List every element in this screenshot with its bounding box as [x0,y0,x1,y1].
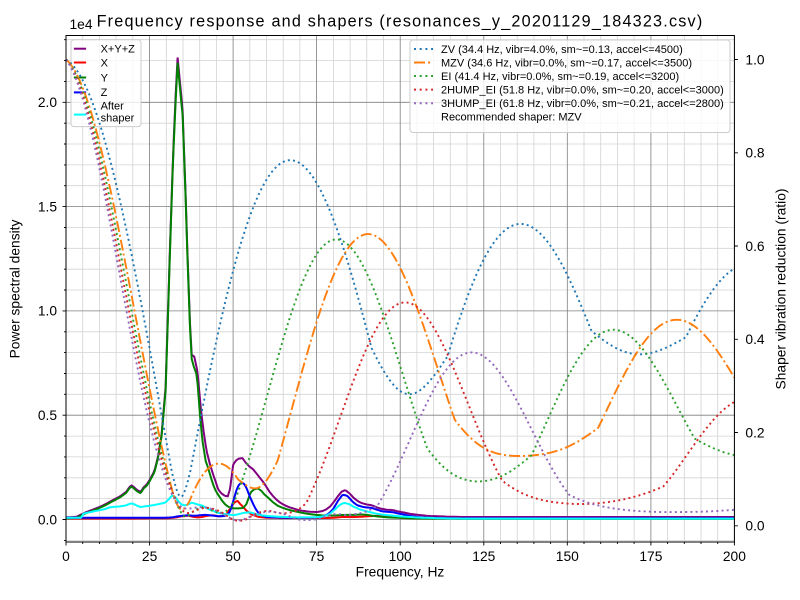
svg-text:shaper: shaper [101,113,135,125]
svg-text:0: 0 [62,549,70,564]
svg-text:X+Y+Z: X+Y+Z [101,43,136,55]
svg-text:Frequency response and shapers: Frequency response and shapers (resonanc… [97,13,704,31]
svg-text:0.4: 0.4 [745,332,765,347]
svg-text:200: 200 [723,549,746,564]
svg-text:Frequency, Hz: Frequency, Hz [356,565,445,580]
svg-text:EI (41.4 Hz, vibr=0.0%, sm~=0.: EI (41.4 Hz, vibr=0.0%, sm~=0.19, accel<… [441,71,679,83]
svg-text:100: 100 [389,549,412,564]
svg-text:X: X [101,57,109,69]
svg-text:Y: Y [101,72,109,84]
svg-text:ZV (34.4 Hz, vibr=4.0%, sm~=0.: ZV (34.4 Hz, vibr=4.0%, sm~=0.13, accel<… [441,44,683,56]
svg-text:0.2: 0.2 [745,425,764,440]
svg-text:1.0: 1.0 [38,304,58,319]
svg-text:0.6: 0.6 [745,239,765,254]
svg-text:0.0: 0.0 [745,519,765,534]
svg-text:Power spectral density: Power spectral density [8,220,23,359]
svg-text:0.8: 0.8 [745,146,765,161]
svg-text:After: After [101,101,125,113]
svg-text:50: 50 [225,549,241,564]
svg-text:2HUMP_EI (51.8 Hz, vibr=0.0%,: 2HUMP_EI (51.8 Hz, vibr=0.0%, sm~=0.20, … [441,84,724,96]
svg-text:3HUMP_EI (61.8 Hz, vibr=0.0%,: 3HUMP_EI (61.8 Hz, vibr=0.0%, sm~=0.21, … [441,98,724,110]
svg-text:0.5: 0.5 [38,408,58,423]
svg-text:25: 25 [142,549,158,564]
svg-text:1.0: 1.0 [745,52,765,67]
svg-text:75: 75 [309,549,325,564]
svg-text:Z: Z [101,87,108,99]
svg-text:125: 125 [472,549,495,564]
svg-text:1e4: 1e4 [70,17,93,32]
svg-text:150: 150 [556,549,579,564]
svg-text:1.5: 1.5 [38,199,58,214]
svg-text:Recommended shaper: MZV: Recommended shaper: MZV [441,112,582,124]
svg-text:0.0: 0.0 [38,512,58,527]
svg-text:Shaper vibration reduction (ra: Shaper vibration reduction (ratio) [774,189,789,390]
svg-text:175: 175 [639,549,662,564]
svg-text:2.0: 2.0 [38,95,58,110]
svg-text:MZV (34.6 Hz, vibr=0.0%, sm~=0: MZV (34.6 Hz, vibr=0.0%, sm~=0.17, accel… [441,57,692,69]
